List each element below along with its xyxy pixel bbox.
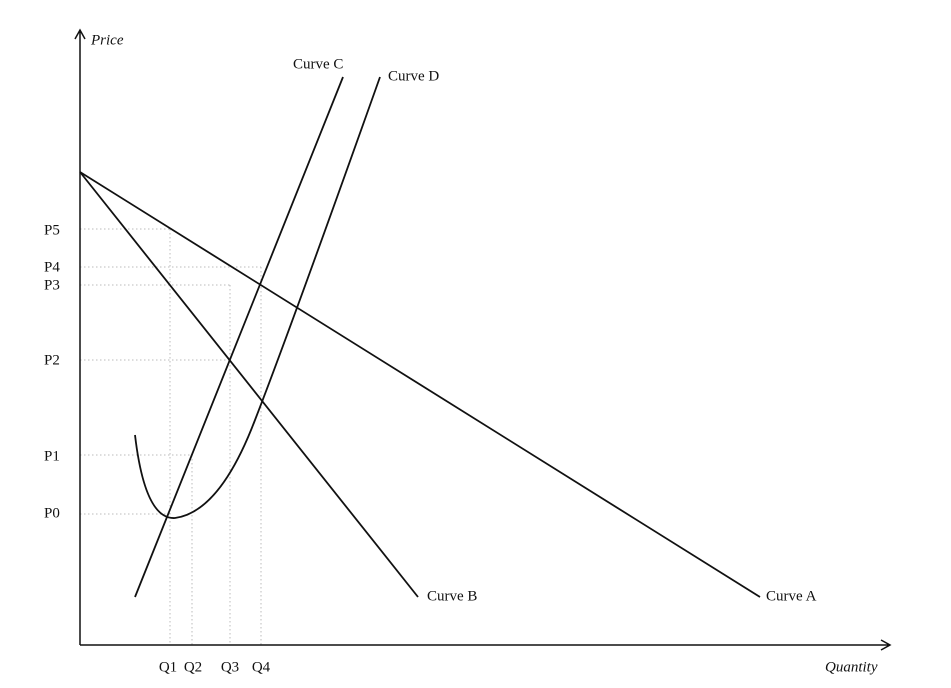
price-label: P3 bbox=[44, 277, 60, 293]
curve-label: Curve C bbox=[293, 56, 343, 72]
curve-b bbox=[79, 171, 419, 598]
guide-lines bbox=[80, 228, 262, 645]
curve-c bbox=[134, 76, 344, 598]
curve-a bbox=[79, 171, 761, 598]
curve-label: Curve D bbox=[388, 68, 439, 84]
x-axis bbox=[80, 639, 892, 651]
price-label: P0 bbox=[44, 505, 60, 521]
curve-d bbox=[134, 76, 381, 519]
price-label: P2 bbox=[44, 352, 60, 368]
price-label: P1 bbox=[44, 448, 60, 464]
y-axis bbox=[74, 28, 86, 645]
price-label: P5 bbox=[44, 222, 60, 238]
quantity-label: Q3 bbox=[221, 659, 239, 675]
x-axis-label: Quantity bbox=[825, 659, 878, 675]
quantity-label: Q4 bbox=[252, 659, 271, 675]
curve-label: Curve A bbox=[766, 588, 817, 604]
quantity-label: Q2 bbox=[184, 659, 202, 675]
quantity-label: Q1 bbox=[159, 659, 177, 675]
price-label: P4 bbox=[44, 259, 60, 275]
y-axis-label: Price bbox=[90, 32, 124, 48]
curve-label: Curve B bbox=[427, 588, 477, 604]
